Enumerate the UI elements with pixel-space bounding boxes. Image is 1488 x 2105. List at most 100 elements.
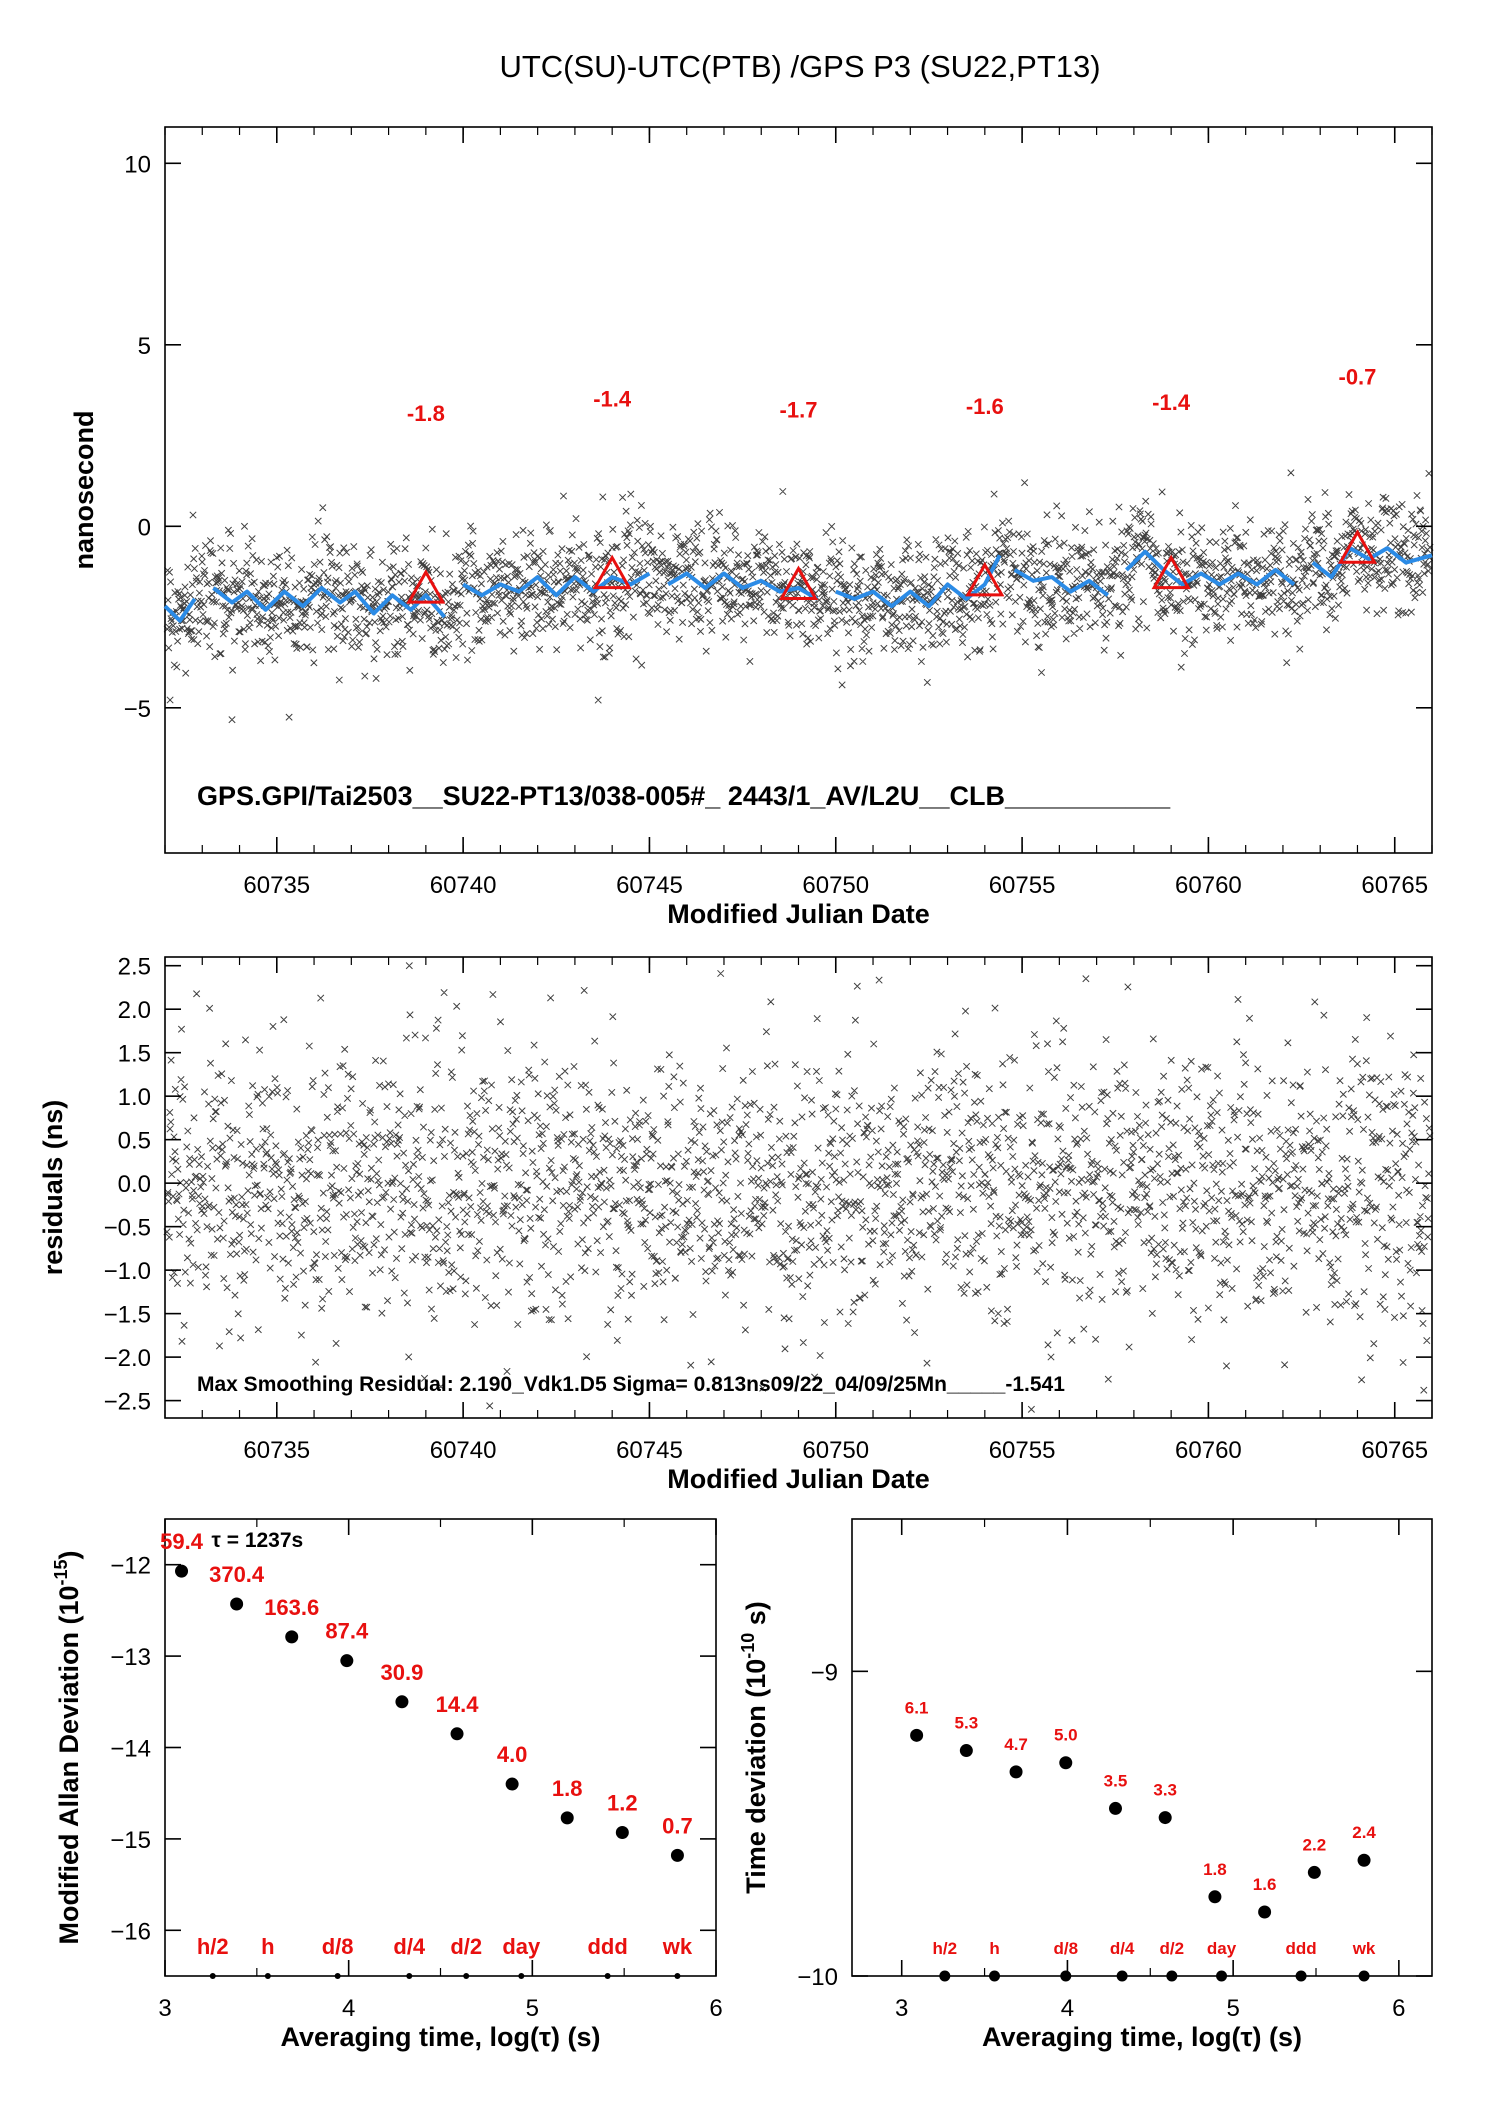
y-tick-label: −2.5 — [104, 1389, 151, 1416]
marker-value-label: -1.4 — [1152, 390, 1191, 415]
y-tick-label: 5 — [138, 333, 151, 360]
marker-triangle — [406, 569, 446, 604]
y-tick-label: −0.5 — [104, 1215, 151, 1242]
stability-point — [670, 1848, 684, 1862]
info-line: GPS.GPI/Tai2503__SU22-PT13/038-005#_ 244… — [197, 781, 1171, 811]
y-tick-label: 1.5 — [118, 1041, 151, 1068]
stability-value-label: 87.4 — [325, 1619, 369, 1644]
data-points-crosses — [163, 469, 1434, 724]
marker-triangle — [778, 565, 819, 601]
baseline-label: ddd — [587, 1934, 627, 1959]
baseline-label: h — [261, 1934, 274, 1959]
x-tick-label: 60740 — [430, 872, 497, 899]
y-axis-title: residuals (ns) — [38, 1100, 68, 1276]
x-tick-label: 6 — [709, 1995, 722, 2022]
plot-frame — [164, 126, 1433, 854]
baseline-label: d/2 — [450, 1934, 482, 1959]
plot-frame — [164, 956, 1433, 1419]
smoothed-line — [1311, 546, 1433, 580]
baseline-point — [518, 1973, 525, 1979]
baseline-point — [1116, 1970, 1128, 1982]
baseline-point — [1295, 1970, 1307, 1982]
panel-time-deviation: 3 4 5 6 −10 −9 Averaging time, log(τ) (s) Time … — [738, 1518, 1433, 2052]
x-tick-label: 60755 — [989, 872, 1056, 899]
baseline-label: h/2 — [197, 1934, 229, 1959]
y-axis-title-text: nanosecond — [69, 410, 99, 569]
stability-value-label: 59.4 — [160, 1529, 204, 1554]
marker-value-label: -0.7 — [1339, 365, 1377, 390]
x-tick-label: 60750 — [802, 872, 869, 899]
stability-value-label: 370.4 — [209, 1562, 265, 1587]
x-tick-label: 60735 — [243, 1437, 310, 1464]
y-tick-label: −13 — [110, 1644, 151, 1671]
baseline-label: wk — [662, 1934, 693, 1959]
y-axis-title: Time deviation (10-10 s) — [738, 1601, 771, 1894]
marker-value-label: -1.6 — [966, 394, 1004, 419]
y-axis-title-text: Modified Allan Deviation (10 — [54, 1585, 84, 1944]
stability-value-label: 3.3 — [1153, 1781, 1177, 1800]
marker-triangle — [1337, 529, 1378, 564]
y-axis-title-exponent: -10 — [738, 1633, 758, 1659]
stability-point — [285, 1630, 299, 1644]
stability-point — [1009, 1765, 1023, 1779]
y-tick-label: −15 — [110, 1827, 151, 1854]
smoothed-line — [462, 571, 651, 598]
x-tick-label: 60765 — [1361, 872, 1428, 899]
stability-value-label: 1.6 — [1253, 1875, 1277, 1894]
baseline-label: ddd — [1286, 1939, 1317, 1958]
marker-triangle — [1151, 554, 1191, 590]
stability-value-label: 30.9 — [381, 1660, 424, 1685]
baseline-point — [1166, 1970, 1178, 1982]
y-tick-label: −12 — [110, 1553, 151, 1580]
plot-frame — [164, 1518, 717, 1977]
marker-value-label: -1.7 — [780, 397, 818, 422]
y-tick-label: −16 — [110, 1918, 151, 1945]
baseline-point — [1358, 1970, 1370, 1982]
tau-note: τ = 1237s — [212, 1529, 304, 1552]
baseline-point — [989, 1970, 1001, 1982]
y-tick-label: 10 — [124, 151, 151, 178]
stability-point — [959, 1744, 973, 1758]
y-tick-label: −2.0 — [104, 1345, 151, 1372]
x-axis-title: Averaging time, log(τ) (s) — [982, 2022, 1302, 2052]
baseline-label: d/4 — [1110, 1939, 1135, 1958]
marker-triangle — [965, 561, 1005, 597]
stability-value-label: 163.6 — [264, 1595, 319, 1620]
data-points-crosses — [163, 962, 1434, 1413]
y-axis-title: Modified Allan Deviation (10-15) — [51, 1550, 84, 1944]
y-tick-label: −1.0 — [104, 1258, 151, 1285]
y-tick-label: −14 — [110, 1736, 151, 1763]
baseline-point — [463, 1973, 470, 1979]
baseline-label: d/8 — [322, 1934, 354, 1959]
x-tick-label: 60755 — [989, 1437, 1056, 1464]
stability-value-label: 4.0 — [497, 1742, 528, 1767]
y-tick-label: −1.5 — [104, 1302, 151, 1329]
y-tick-label: 2.0 — [118, 997, 151, 1024]
x-tick-label: 60735 — [243, 872, 310, 899]
y-tick-label: −10 — [797, 1964, 838, 1991]
marker-triangle — [592, 554, 632, 590]
baseline-label: d/8 — [1053, 1939, 1078, 1958]
info-line: Max Smoothing Residual: 2.190_Vdk1.D5 Si… — [197, 1373, 1065, 1396]
baseline-label: h — [989, 1939, 999, 1958]
baseline-label: day — [502, 1934, 541, 1959]
stability-value-label: 1.8 — [552, 1776, 583, 1801]
x-tick-label: 4 — [342, 1995, 355, 2022]
smoothed-line — [835, 554, 1002, 609]
stability-point — [1258, 1905, 1272, 1919]
panel-residuals: 60735 60740 60745 60750 60755 60760 60765 −2.5 −… — [38, 954, 1434, 1494]
y-axis-title-text: residuals (ns) — [38, 1100, 68, 1276]
y-axis-title: nanosecond — [69, 410, 99, 569]
panel-main-time-series: 60735 60740 60745 60750 60755 60760 60765 −5 0 5 1… — [69, 126, 1434, 929]
x-axis-title: Modified Julian Date — [667, 1464, 930, 1494]
stability-point — [1208, 1890, 1222, 1904]
marker-value-label: -1.8 — [407, 401, 445, 426]
baseline-label: d/4 — [393, 1934, 426, 1959]
y-tick-label: −9 — [811, 1659, 838, 1686]
figure-title: UTC(SU)-UTC(PTB) /GPS P3 (SU22,PT13) — [499, 49, 1100, 84]
baseline-point — [1060, 1970, 1072, 1982]
baseline-point — [674, 1973, 681, 1979]
smoothed-line — [212, 586, 447, 619]
baseline-point — [209, 1973, 216, 1979]
stability-point — [230, 1597, 244, 1611]
